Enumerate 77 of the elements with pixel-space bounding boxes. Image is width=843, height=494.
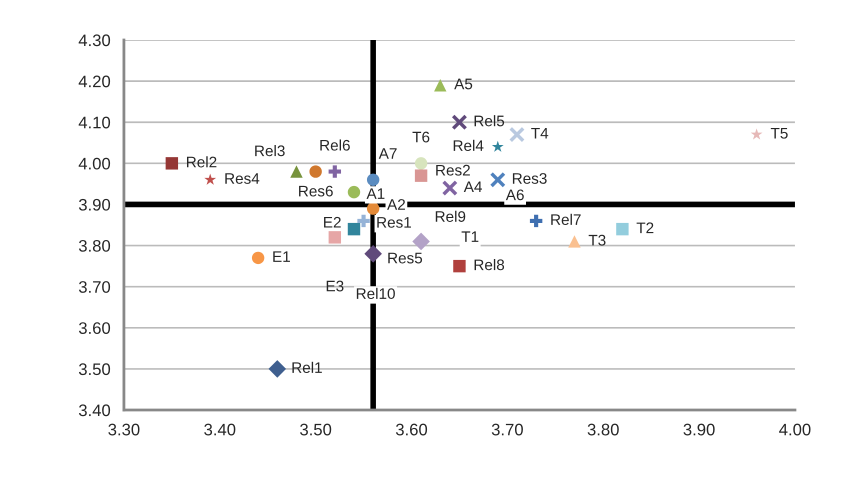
point	[252, 252, 264, 264]
series-label: Res6	[299, 186, 333, 197]
point	[616, 222, 629, 236]
series-label: T5	[770, 128, 788, 139]
point	[166, 157, 178, 170]
point	[530, 214, 542, 228]
series-label: Rel7	[551, 214, 581, 226]
point	[442, 180, 458, 196]
point	[451, 114, 468, 130]
series-label: A7	[378, 148, 397, 159]
y-tick-label: 3.90	[78, 198, 110, 211]
text: E3	[326, 280, 344, 292]
series-label: T6	[412, 132, 430, 142]
point	[309, 165, 322, 178]
point	[357, 214, 370, 228]
point	[348, 186, 360, 198]
series-label: A4	[464, 181, 482, 192]
x-tick-label: 3.70	[492, 424, 523, 436]
point	[434, 79, 446, 92]
series-label: Res4	[225, 173, 260, 184]
point	[750, 128, 763, 140]
point	[366, 202, 380, 215]
x-tick-label: 3.50	[300, 424, 332, 436]
y-tick-label: 3.60	[78, 322, 110, 334]
point	[414, 157, 428, 170]
point	[348, 222, 360, 236]
y-tick-label: 3.80	[78, 240, 110, 252]
series-label: Rel5	[474, 115, 504, 126]
y-tick-label: 4.00	[78, 158, 110, 170]
x-tick-label: 3.80	[588, 424, 619, 436]
annotation: Rel10	[356, 288, 395, 300]
point	[366, 174, 380, 186]
x-tick-label: 3.60	[396, 424, 428, 436]
series-label: Rel2	[186, 156, 216, 168]
y-tick-label: 4.30	[78, 34, 110, 46]
point	[509, 126, 525, 143]
point	[364, 245, 382, 263]
series-label: Rel9	[436, 210, 466, 222]
series-label: Res1	[377, 217, 411, 228]
y-tick-label: 4.20	[78, 76, 110, 88]
point	[412, 232, 430, 250]
x-tick-label: 3.90	[684, 424, 715, 436]
point	[268, 360, 286, 378]
point	[290, 165, 303, 178]
series-label: Res5	[388, 252, 422, 264]
point	[568, 235, 581, 248]
series-label: Res3	[512, 173, 547, 184]
y-tick-label: 3.50	[78, 363, 110, 376]
point	[492, 140, 504, 152]
x-tick-label: 4.00	[779, 424, 811, 436]
series-label: A5	[454, 78, 472, 90]
series-label: T4	[531, 128, 548, 139]
x-tick-label: 3.40	[204, 424, 236, 436]
series-label: A1	[366, 188, 384, 199]
series-label: T3	[588, 234, 606, 246]
annotation: A6	[506, 189, 524, 200]
series-label: E2	[324, 216, 341, 228]
series-label: T2	[636, 222, 654, 234]
y-tick-label: 3.40	[78, 404, 110, 416]
point	[453, 260, 466, 272]
point	[414, 169, 428, 182]
series-label: E1	[273, 251, 290, 262]
series-label: Rel8	[474, 259, 504, 270]
x-tick-label: 3.30	[108, 424, 140, 436]
point	[328, 165, 342, 178]
point	[204, 174, 216, 185]
series-label: Rel4	[454, 140, 484, 152]
point	[490, 172, 506, 188]
series-label: Rel3	[255, 145, 285, 156]
series-label: A2	[387, 199, 405, 210]
y-tick-label: 3.70	[78, 281, 110, 293]
series-label: Rel1	[292, 362, 322, 374]
point	[328, 231, 342, 244]
series-label: Rel6	[320, 139, 350, 151]
annotation: T1	[462, 231, 478, 242]
y-tick-label: 4.10	[78, 116, 110, 128]
series-label: Res2	[436, 164, 470, 176]
